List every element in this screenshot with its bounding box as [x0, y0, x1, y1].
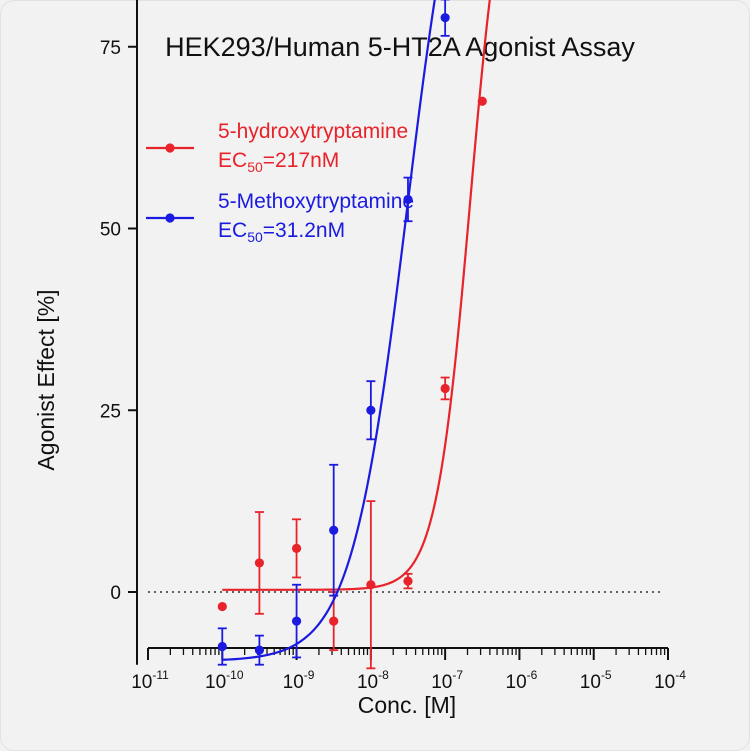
y-tick-label: 75: [100, 38, 121, 59]
y-tick-label: 0: [110, 583, 121, 604]
fit-curve-red: [222, 0, 491, 591]
x-axis-title: Conc. [M]: [358, 692, 456, 718]
axes: 025507510012510-1110-1010-910-810-710-61…: [100, 0, 686, 693]
data-point-red: [477, 96, 487, 106]
data-point-blue: [329, 525, 339, 535]
x-tick-label: 10-8: [357, 668, 389, 693]
legend-ec50-red: EC50=217nM: [218, 149, 339, 175]
y-tick-label: 25: [100, 401, 121, 422]
legend-marker-blue: [165, 213, 175, 223]
legend-ec50-blue: EC50=31.2nM: [218, 219, 345, 245]
legend: 5-hydroxytryptamine EC50=217nM 5-Methoxytr…: [146, 120, 414, 245]
x-tick-label: 10-9: [283, 668, 315, 693]
y-tick-label: 50: [100, 220, 121, 241]
legend-label-blue: 5-Methoxytryptamine: [218, 190, 414, 213]
data-point-blue: [366, 405, 376, 415]
data-point-red: [366, 580, 376, 590]
x-tick-label: 10-10: [205, 668, 244, 693]
data-point-blue: [403, 194, 413, 205]
data-point-red: [254, 558, 265, 568]
x-tick-label: 10-7: [431, 668, 463, 693]
x-tick-label: 10-4: [654, 668, 686, 693]
x-tick-label: 10-5: [580, 668, 612, 693]
y-axis-title: Agonist Effect [%]: [33, 289, 59, 470]
data-point-red: [403, 576, 413, 586]
chart-title: HEK293/Human 5-HT2A Agonist Assay: [165, 32, 635, 62]
x-tick-label: 10-6: [506, 668, 538, 693]
data-point-blue: [254, 645, 265, 655]
data-point-red: [291, 543, 302, 553]
plot-area: [148, 0, 664, 670]
x-tick-label: 10-11: [131, 668, 169, 693]
data-point-blue: [217, 641, 227, 652]
legend-marker-red: [165, 143, 175, 153]
fit-curve-blue: [222, 0, 436, 661]
data-point-blue: [440, 13, 450, 23]
legend-label-red: 5-hydroxytryptamine: [218, 120, 408, 143]
data-point-red: [440, 383, 450, 394]
data-point-red: [217, 601, 227, 612]
data-point-blue: [291, 616, 302, 626]
data-point-red: [329, 616, 339, 626]
